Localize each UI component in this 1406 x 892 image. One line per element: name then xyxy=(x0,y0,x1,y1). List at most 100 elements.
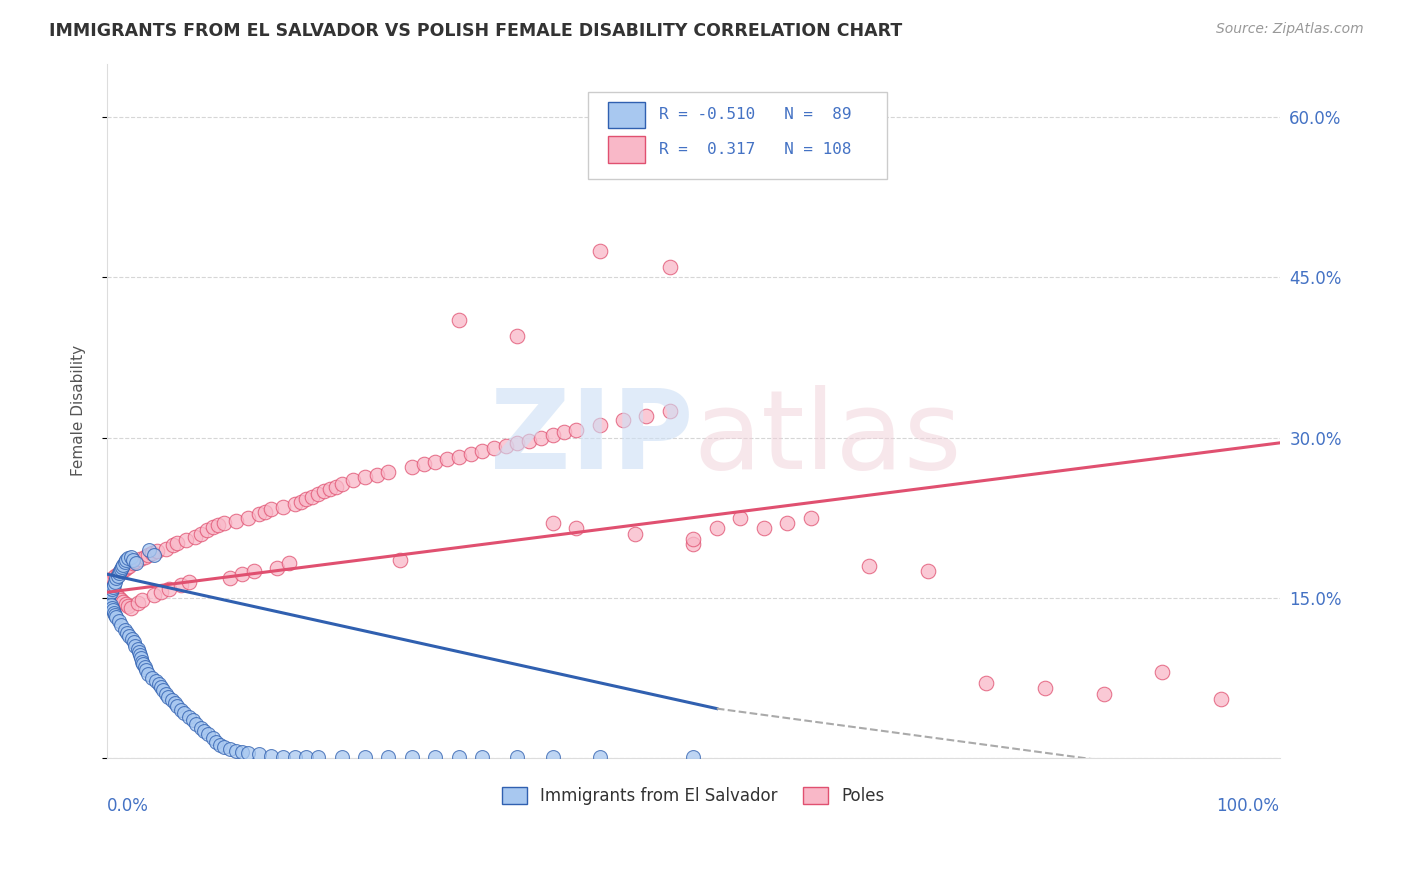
Point xyxy=(145,673,167,688)
Point xyxy=(100,601,122,615)
Point xyxy=(98,596,121,610)
Point xyxy=(447,313,470,327)
Point xyxy=(114,553,136,567)
Point xyxy=(290,494,312,508)
Point xyxy=(100,574,122,589)
Point xyxy=(517,434,540,448)
Point xyxy=(166,536,188,550)
Point xyxy=(219,742,242,756)
Point xyxy=(588,244,610,258)
Point xyxy=(295,749,318,764)
Point xyxy=(131,655,153,669)
Point xyxy=(447,749,470,764)
Point xyxy=(193,723,215,738)
Point xyxy=(195,524,218,538)
Point xyxy=(105,571,128,585)
Point xyxy=(134,550,156,565)
Point xyxy=(858,558,880,573)
Point xyxy=(170,703,193,717)
Point xyxy=(115,625,138,640)
Point xyxy=(184,530,207,544)
Point xyxy=(131,592,153,607)
Point xyxy=(401,749,423,764)
Point xyxy=(482,441,505,455)
Point xyxy=(111,564,134,578)
Point xyxy=(132,657,155,671)
Point xyxy=(319,482,342,496)
Point xyxy=(127,596,149,610)
Point xyxy=(354,749,377,764)
Point xyxy=(115,559,138,574)
Point xyxy=(1152,665,1174,680)
Point xyxy=(146,543,169,558)
Point xyxy=(682,537,704,551)
Point xyxy=(436,451,458,466)
Point xyxy=(104,574,127,589)
Point xyxy=(208,738,231,752)
Point xyxy=(366,467,388,482)
Legend: Immigrants from El Salvador, Poles: Immigrants from El Salvador, Poles xyxy=(495,780,891,812)
Text: R = -0.510   N =  89: R = -0.510 N = 89 xyxy=(659,107,852,122)
Point xyxy=(728,510,751,524)
Point xyxy=(658,260,681,274)
Point xyxy=(124,639,146,653)
Point xyxy=(612,413,634,427)
Text: ZIP: ZIP xyxy=(489,385,693,492)
Point xyxy=(307,749,329,764)
Point xyxy=(108,564,131,578)
Point xyxy=(100,598,122,612)
Point xyxy=(460,446,482,460)
Point xyxy=(190,526,212,541)
Text: IMMIGRANTS FROM EL SALVADOR VS POLISH FEMALE DISABILITY CORRELATION CHART: IMMIGRANTS FROM EL SALVADOR VS POLISH FE… xyxy=(49,22,903,40)
Point xyxy=(506,329,529,343)
Point xyxy=(170,578,193,592)
Point xyxy=(342,473,364,487)
Point xyxy=(104,569,127,583)
Point xyxy=(588,749,610,764)
Point xyxy=(236,510,259,524)
Point xyxy=(107,569,129,583)
Point xyxy=(98,580,121,594)
Point xyxy=(110,618,132,632)
Point xyxy=(122,635,145,649)
Point xyxy=(752,521,775,535)
Point xyxy=(114,597,136,611)
Point xyxy=(179,710,201,724)
Text: R =  0.317   N = 108: R = 0.317 N = 108 xyxy=(659,142,852,157)
Point xyxy=(136,667,159,681)
Point xyxy=(186,716,208,731)
Point xyxy=(141,671,163,685)
Point xyxy=(173,706,195,720)
Point xyxy=(565,521,588,535)
Point xyxy=(128,645,150,659)
Point xyxy=(155,541,177,556)
Point xyxy=(166,699,188,714)
Point xyxy=(1092,687,1115,701)
Point xyxy=(114,555,136,569)
Point xyxy=(110,562,132,576)
Point xyxy=(541,428,564,442)
Point xyxy=(98,589,121,603)
Point xyxy=(190,721,212,735)
Point xyxy=(160,693,183,707)
Text: 0.0%: 0.0% xyxy=(107,797,149,814)
Point xyxy=(157,582,180,596)
Point xyxy=(277,557,299,571)
Point xyxy=(100,582,122,596)
Point xyxy=(108,566,131,580)
Point xyxy=(165,696,187,710)
Point xyxy=(800,510,823,524)
Point xyxy=(260,502,283,516)
Point xyxy=(658,404,681,418)
Point xyxy=(207,518,229,533)
Point xyxy=(271,500,294,514)
Point xyxy=(266,560,288,574)
Point xyxy=(214,739,236,754)
Point xyxy=(307,487,329,501)
Point xyxy=(121,632,143,647)
Point xyxy=(1209,692,1232,706)
Point xyxy=(236,747,259,761)
Point xyxy=(150,680,173,694)
Point xyxy=(565,423,588,437)
Point xyxy=(112,595,135,609)
